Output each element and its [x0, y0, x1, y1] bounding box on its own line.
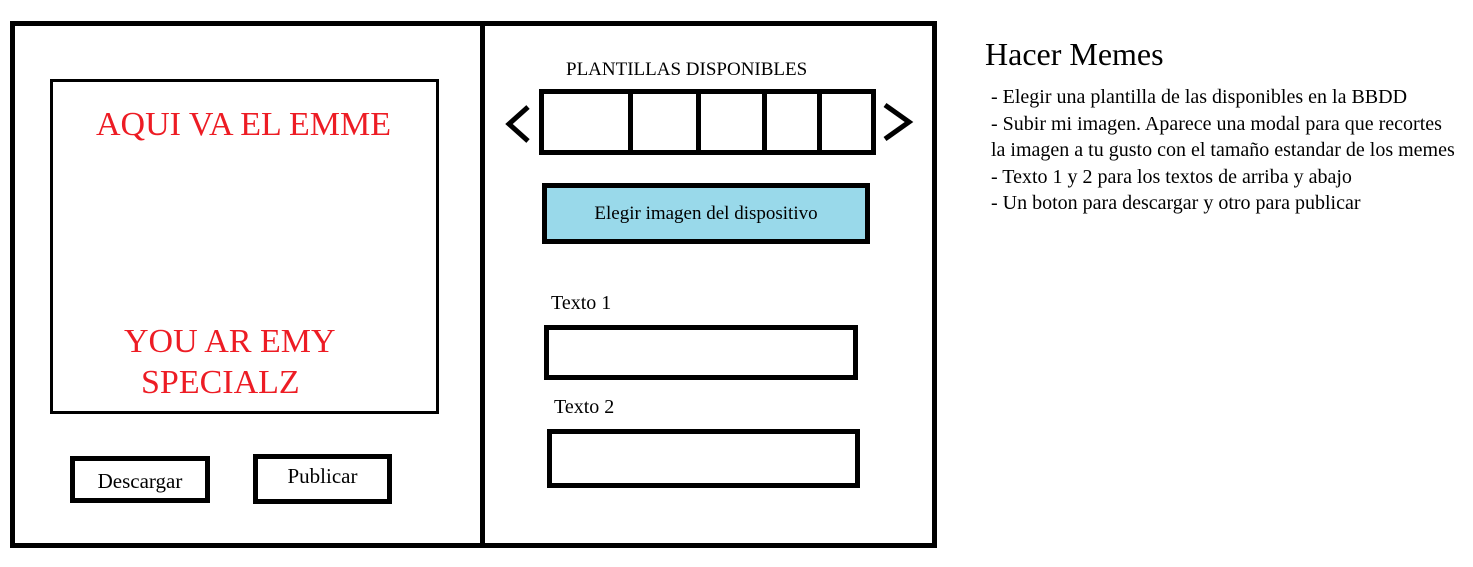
- text1-label: Texto 1: [551, 292, 612, 314]
- meme-preview: [50, 79, 439, 414]
- meme-editor-frame: [10, 21, 937, 548]
- notes-title: Hacer Memes: [985, 36, 1164, 72]
- text1-input[interactable]: [544, 325, 858, 380]
- meme-bottom-text-line2: SPECIALZ: [141, 364, 300, 401]
- templates-title: PLANTILLAS DISPONIBLES: [566, 59, 808, 80]
- publish-button[interactable]: Publicar: [253, 454, 392, 504]
- template-slot[interactable]: [544, 94, 628, 150]
- template-slot-divider: [628, 89, 633, 155]
- template-slot-divider: [696, 89, 701, 155]
- text2-label: Texto 2: [554, 396, 615, 418]
- meme-top-text: AQUI VA EL EMME: [96, 106, 391, 143]
- chevron-right-icon[interactable]: [880, 102, 914, 142]
- chevron-left-icon[interactable]: [503, 104, 533, 144]
- template-slot[interactable]: [822, 94, 871, 150]
- list-item: - Texto 1 y 2 para los textos de arriba …: [991, 165, 1352, 188]
- template-slot[interactable]: [701, 94, 762, 150]
- template-carousel: [539, 89, 876, 155]
- list-item: - Un boton para descargar y otro para pu…: [991, 192, 1361, 214]
- list-item: - Subir mi imagen. Aparece una modal par…: [991, 112, 1455, 162]
- meme-bottom-text-line1: YOU AR EMY: [124, 323, 336, 360]
- list-item: - Elegir una plantilla de las disponible…: [991, 86, 1408, 108]
- notes-list: - Elegir una plantilla de las disponible…: [991, 84, 1461, 217]
- download-button[interactable]: Descargar: [70, 456, 210, 503]
- choose-image-button[interactable]: Elegir imagen del dispositivo: [542, 183, 870, 244]
- panel-divider: [480, 21, 485, 548]
- template-slot-divider: [762, 89, 767, 155]
- text2-input[interactable]: [547, 429, 860, 488]
- template-slot-divider: [817, 89, 822, 155]
- template-slot[interactable]: [767, 94, 817, 150]
- template-slot[interactable]: [633, 94, 696, 150]
